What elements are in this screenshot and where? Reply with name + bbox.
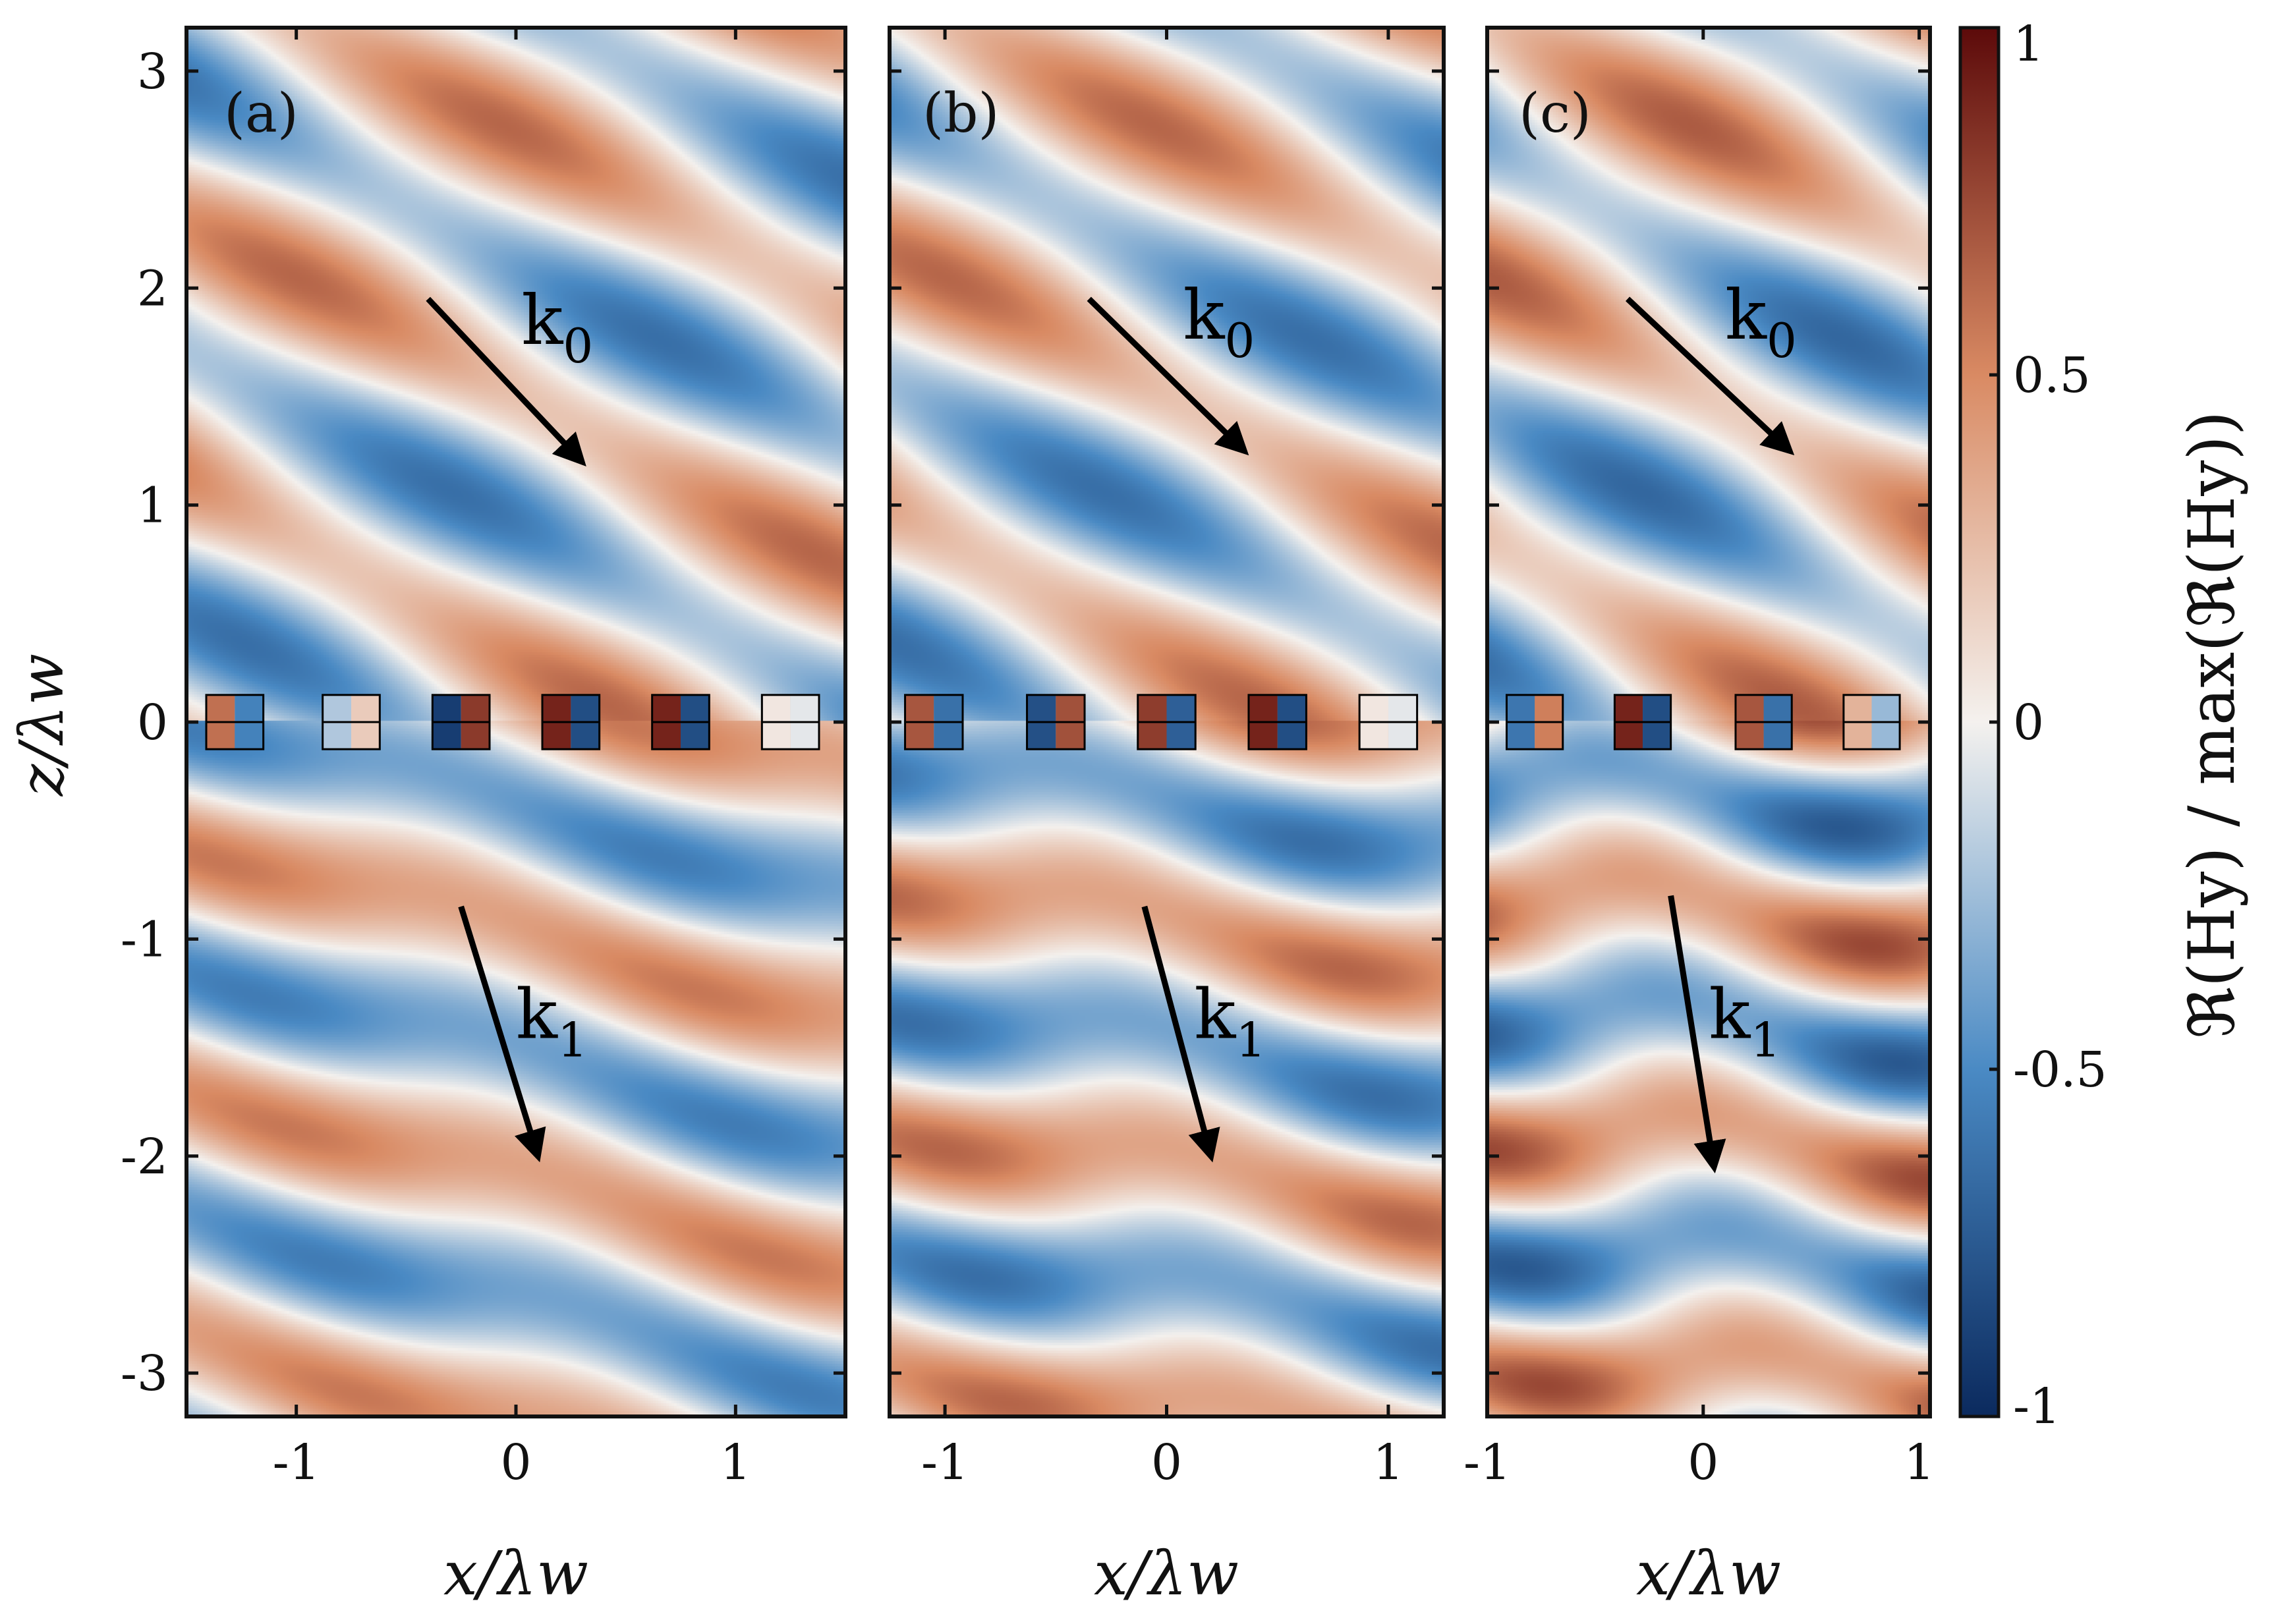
panel-a-tag: (a): [224, 82, 298, 145]
scatterer-block: [1613, 694, 1672, 750]
y-tick-label: 2: [137, 260, 168, 317]
scatterer-block: [1358, 694, 1419, 750]
scatterer-block: [1026, 694, 1086, 750]
axes-ticks: -1 0 1 -3 -2 -1 0 1 2 3 -1 0 1 -1 0 1: [121, 28, 1935, 1491]
x-tick-label: 1: [720, 1434, 751, 1491]
scatterer-block: [1506, 694, 1564, 750]
scatterer-block: [1247, 694, 1307, 750]
x-tick-label: 0: [1688, 1434, 1718, 1491]
colorbar-tick-label: 0.5: [2013, 347, 2091, 404]
wavevector-arrow: [458, 905, 546, 1163]
x-tick-label: 0: [500, 1434, 531, 1491]
colorbar-tick-label: 1: [2013, 16, 2044, 72]
wavevector-label: k1: [1709, 974, 1780, 1067]
panel-a-field-canvas: [186, 28, 845, 1416]
x-axis-label-a: x/λw: [443, 1538, 588, 1609]
x-axis-label-b: x/λw: [1094, 1538, 1239, 1609]
x-tick-label: 0: [1151, 1434, 1182, 1491]
scatterer-block: [431, 694, 491, 750]
panel-a-field: [186, 28, 845, 1416]
y-tick-label: -2: [121, 1129, 168, 1185]
scatterer-block: [904, 694, 964, 750]
x-axis-label-c: x/λw: [1636, 1538, 1781, 1609]
colorbar-ticks: 1 0.5 0 -0.5 -1: [1989, 16, 2107, 1435]
colorbar-title: ℜ(Hy) / max(ℜ(Hy)): [2175, 411, 2249, 1039]
panel-b-tag: (b): [922, 82, 999, 145]
x-tick-label: -1: [921, 1434, 969, 1491]
scatterer-block: [760, 694, 820, 750]
wavevector-arrow: [1625, 296, 1795, 456]
wavevector-arrow: [426, 296, 586, 466]
wavevector-arrow: [1141, 905, 1220, 1163]
scatterer-block: [1734, 694, 1793, 750]
colorbar-tick-label: -0.5: [2013, 1042, 2107, 1098]
scatterer-block: [651, 694, 710, 750]
colorbar: 1 0.5 0 -0.5 -1 ℜ(Hy) / max(ℜ(Hy)): [1958, 16, 2249, 1435]
panel-c-tag: (c): [1519, 82, 1591, 145]
wavevector-arrow: [1087, 296, 1249, 456]
x-tick-label: 1: [1904, 1434, 1935, 1491]
scatterer-block: [1842, 694, 1901, 750]
y-tick-label: -3: [121, 1345, 168, 1402]
x-tick-label: -1: [1463, 1434, 1511, 1491]
colorbar-tick-label: 0: [2013, 694, 2044, 751]
y-tick-label: 1: [137, 478, 168, 534]
y-tick-label: 3: [137, 43, 168, 100]
scatterer-block: [541, 694, 601, 750]
scatterer-block: [1137, 694, 1197, 750]
x-tick-label: 1: [1373, 1434, 1404, 1491]
y-tick-label: -1: [121, 911, 168, 968]
y-tick-label: 0: [137, 694, 168, 751]
wavevector-arrow: [1668, 895, 1726, 1173]
wavevector-label: k0: [521, 280, 593, 374]
scatterer-block: [322, 694, 381, 750]
x-tick-label: -1: [273, 1434, 320, 1491]
scatterer-block: [205, 694, 265, 750]
y-axis-label: z/λw: [7, 654, 77, 797]
colorbar-tick-label: -1: [2013, 1378, 2060, 1435]
